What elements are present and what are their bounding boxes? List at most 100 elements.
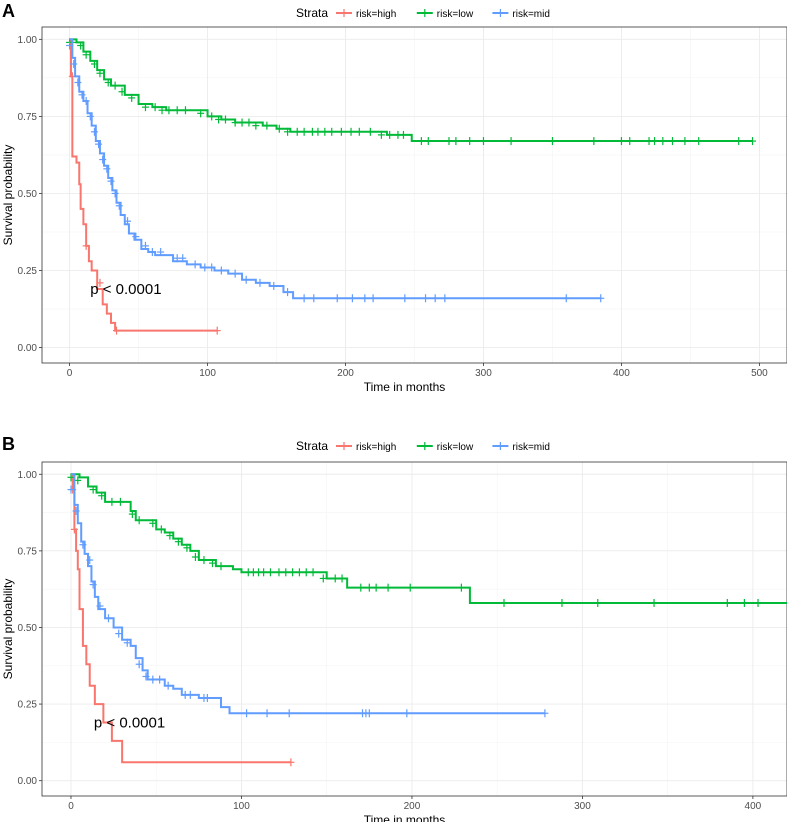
censor-mark (231, 269, 239, 278)
legend-key-risk-low: risk=low (416, 442, 474, 453)
censor-mark (82, 241, 90, 250)
censor-mark (735, 137, 743, 146)
censor-mark (331, 574, 339, 583)
censor-mark (431, 294, 439, 303)
y-tick-label: 0.25 (18, 700, 38, 711)
x-axis-title: Time in months (364, 813, 446, 822)
censor-mark (361, 294, 369, 303)
series-risk-mid (67, 473, 549, 718)
censor-mark (300, 127, 308, 136)
censor-mark (142, 672, 150, 681)
x-tick-label: 100 (199, 368, 216, 379)
censor-mark (166, 531, 174, 540)
censor-mark (479, 137, 487, 146)
x-axis-title: Time in months (364, 380, 446, 394)
censor-mark (403, 709, 411, 718)
censor-mark (338, 574, 346, 583)
censor-mark (96, 602, 104, 611)
censor-mark (221, 115, 229, 124)
censor-mark (238, 118, 246, 127)
censor-mark (417, 137, 425, 146)
censor-mark (111, 81, 119, 90)
censor-mark (128, 510, 136, 519)
panel-b-km-plot: B Strata risk=high risk=low risk=mid 0 100 200 3… (1, 434, 787, 822)
censor-mark (158, 106, 166, 115)
censor-mark (445, 137, 453, 146)
censor-mark (366, 127, 374, 136)
censor-mark (558, 598, 566, 607)
censor-mark (135, 516, 143, 525)
axes: 0 100 200 300 400 500 0.00 0.25 0.50 0.75 1.00 Time… (1, 35, 768, 394)
x-tick-label: 300 (574, 801, 591, 812)
censor-mark (365, 583, 373, 592)
km-curve-risk-mid (69, 38, 601, 300)
y-axis-title: Survival probability (1, 579, 15, 680)
censor-mark (754, 598, 762, 607)
censor-mark (123, 638, 131, 647)
censor-mark (500, 598, 508, 607)
censor-mark (626, 137, 634, 146)
censor-mark (197, 109, 205, 118)
censor-mark (208, 263, 216, 272)
censor-mark (293, 127, 301, 136)
censor-mark (67, 485, 75, 494)
censor-mark (215, 115, 223, 124)
censor-mark (319, 574, 327, 583)
censor-mark (328, 127, 336, 136)
censor-mark (157, 248, 165, 257)
censor-mark (141, 241, 149, 250)
censor-mark (217, 266, 225, 275)
censor-mark (668, 137, 676, 146)
y-tick-label: 0.25 (18, 266, 38, 277)
censor-mark (401, 294, 409, 303)
censor-mark (422, 294, 430, 303)
censor-mark (681, 137, 689, 146)
censor-mark (113, 326, 120, 335)
censor-mark (285, 709, 293, 718)
series-risk-high (68, 38, 221, 335)
x-tick-label: 500 (751, 368, 768, 379)
censor-mark (149, 519, 157, 528)
censor-mark (347, 127, 355, 136)
censor-mark (173, 106, 181, 115)
x-tick-label: 400 (613, 368, 630, 379)
censor-mark (135, 660, 143, 669)
x-tick-label: 0 (68, 801, 74, 812)
censor-mark (243, 709, 251, 718)
series-risk-mid (66, 38, 605, 303)
panel-a-km-plot: A Strata risk=high risk=low risk=mid 0 100 200 3… (1, 1, 787, 394)
censor-mark (562, 294, 570, 303)
censor-mark (74, 476, 82, 485)
censor-mark (201, 263, 209, 272)
censor-mark (108, 497, 116, 506)
axes: 0 100 200 300 400 0.00 0.25 0.50 0.75 1.00 Time in… (1, 470, 762, 822)
series-risk-low (67, 473, 787, 607)
censor-mark (337, 127, 345, 136)
series-risk-low (66, 38, 757, 146)
y-tick-label: 0.75 (18, 112, 38, 123)
censor-mark (149, 675, 157, 684)
p-value-annotation: p < 0.0001 (90, 281, 161, 298)
y-tick-label: 0.00 (18, 776, 38, 787)
x-tick-label: 0 (67, 368, 73, 379)
panel-label: A (2, 1, 15, 21)
censor-mark (348, 294, 356, 303)
censor-mark (200, 556, 208, 565)
censor-mark (263, 709, 271, 718)
legend-title: Strata (296, 439, 328, 453)
p-value-annotation: p < 0.0001 (94, 714, 165, 731)
censor-mark (466, 137, 474, 146)
censor-mark (650, 598, 658, 607)
legend-label: risk=mid (512, 442, 550, 453)
censor-mark (99, 155, 107, 164)
censor-mark (231, 118, 239, 127)
censor-mark (82, 50, 90, 59)
x-tick-label: 200 (404, 801, 421, 812)
legend-label: risk=high (356, 9, 396, 20)
censor-mark (406, 583, 414, 592)
plot-border (41, 461, 787, 797)
censor-mark (372, 583, 380, 592)
censor-mark (275, 568, 283, 577)
legend: Strata risk=high risk=low risk=mid (296, 6, 550, 20)
censor-mark (284, 288, 292, 297)
